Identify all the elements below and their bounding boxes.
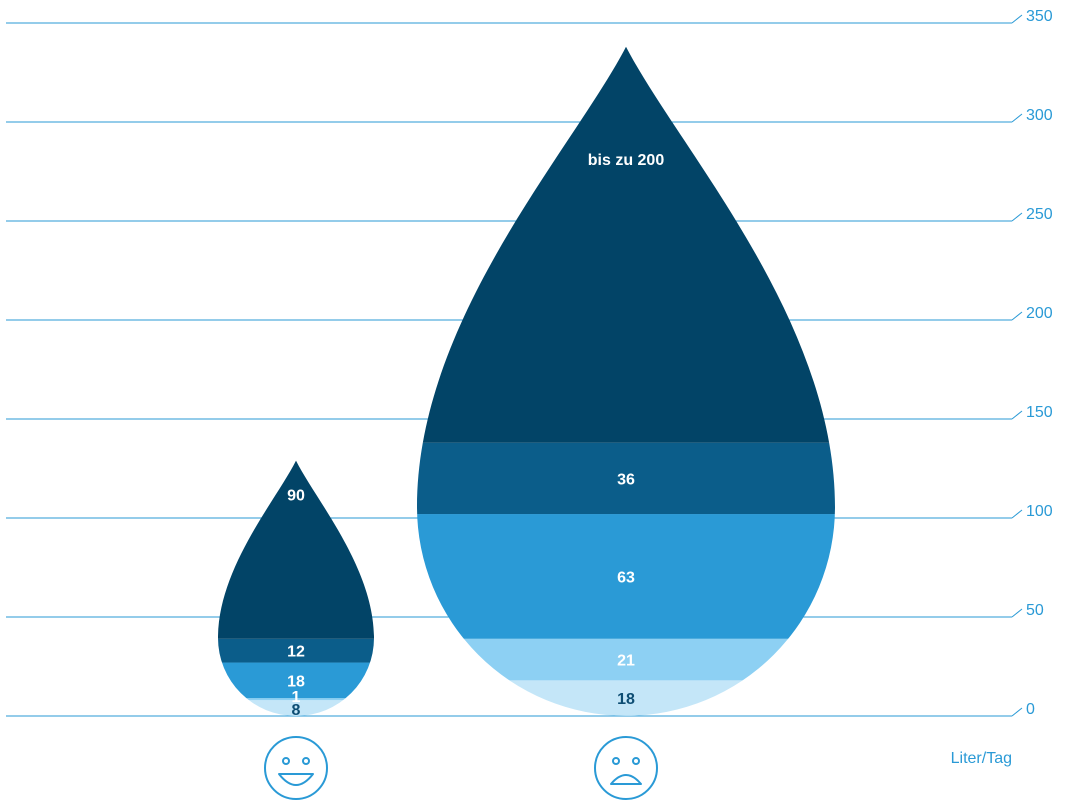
smiley-happy-icon bbox=[264, 736, 328, 800]
y-tick-label: 100 bbox=[1026, 503, 1053, 520]
tick-connector bbox=[1011, 707, 1023, 717]
unit-label: Liter/Tag bbox=[951, 750, 1012, 767]
tick-connector bbox=[1011, 14, 1023, 24]
segment-value-label: 63 bbox=[617, 569, 635, 586]
tick-connector bbox=[1011, 410, 1023, 420]
y-tick-label: 300 bbox=[1026, 107, 1053, 124]
drop-segment bbox=[417, 46, 835, 443]
segment-value-label: 8 bbox=[292, 702, 301, 719]
segment-value-label: bis zu 200 bbox=[588, 152, 665, 169]
segment-value-label: 90 bbox=[287, 488, 305, 505]
y-tick-label: 250 bbox=[1026, 206, 1053, 223]
tick-connector bbox=[1011, 212, 1023, 222]
tick-connector bbox=[1011, 311, 1023, 321]
segment-value-label: 18 bbox=[617, 691, 635, 708]
drop-segment bbox=[218, 698, 374, 701]
segment-value-label: 18 bbox=[287, 673, 305, 690]
drop-segment bbox=[417, 514, 835, 639]
icons-layer bbox=[264, 736, 658, 800]
tick-connector bbox=[1011, 509, 1023, 519]
segment-value-label: 21 bbox=[617, 653, 635, 670]
drop-segment bbox=[218, 662, 374, 699]
y-tick-label: 150 bbox=[1026, 404, 1053, 421]
y-tick-label: 50 bbox=[1026, 602, 1044, 619]
y-tick-label: 0 bbox=[1026, 701, 1035, 718]
y-tick-label: 350 bbox=[1026, 8, 1053, 25]
segment-value-label: 1 bbox=[292, 689, 301, 706]
segment-value-label: 12 bbox=[287, 644, 305, 661]
drops-layer bbox=[218, 46, 835, 716]
y-tick-label: 200 bbox=[1026, 305, 1053, 322]
tick-connector bbox=[1011, 113, 1023, 123]
segment-value-label: 36 bbox=[617, 471, 635, 488]
smiley-sad-icon bbox=[594, 736, 658, 800]
drop-segment bbox=[417, 442, 835, 515]
tick-connector bbox=[1011, 608, 1023, 618]
drop-segment bbox=[218, 638, 374, 663]
drop-high-usage bbox=[417, 46, 835, 716]
